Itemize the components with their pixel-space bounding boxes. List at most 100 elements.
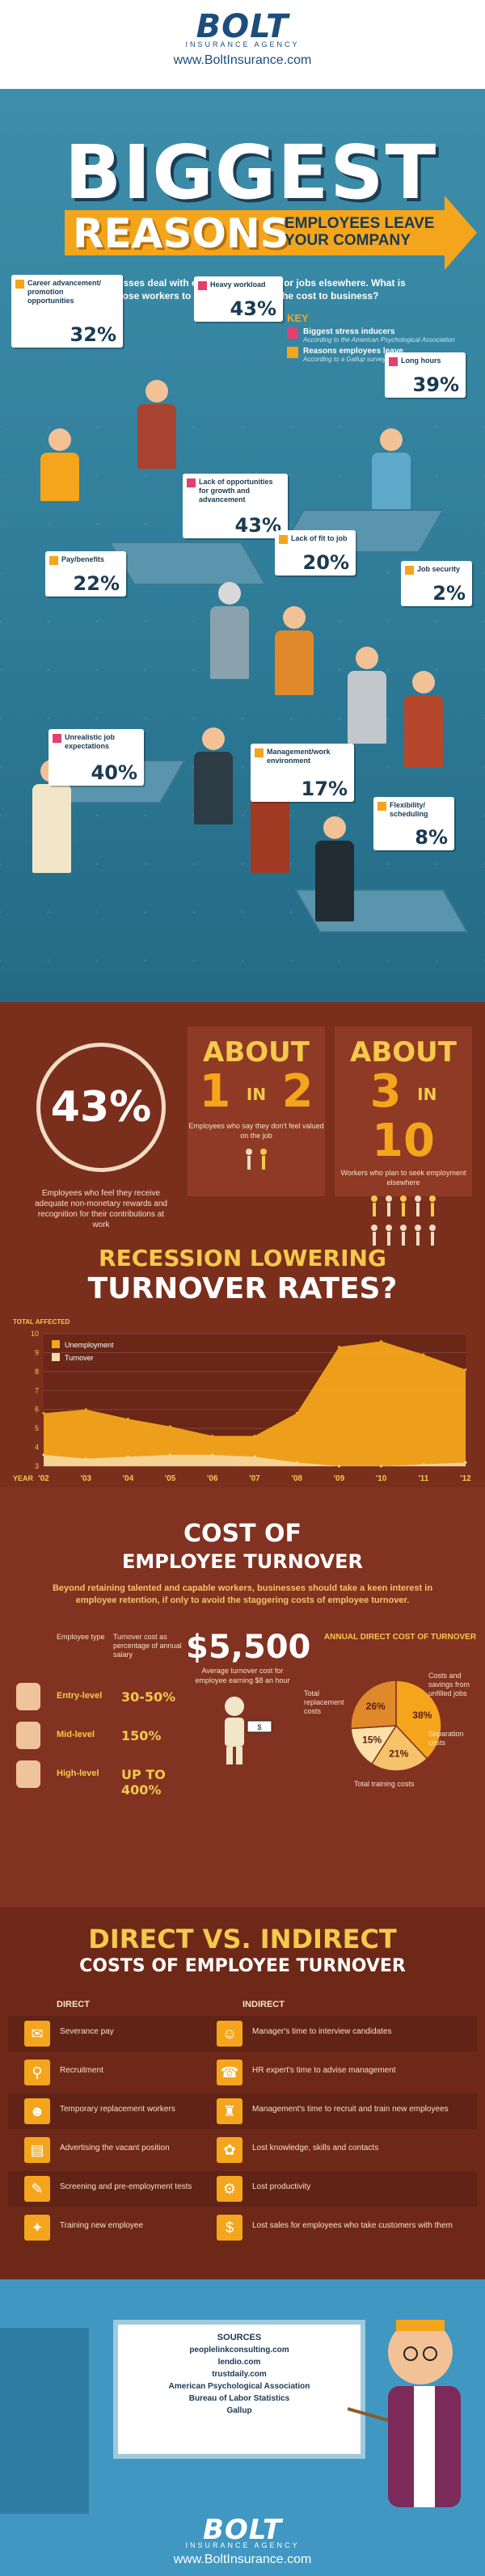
person-body [315,841,354,921]
data-point [337,1465,340,1468]
x-tick-label: '08 [291,1474,302,1483]
reason-marker-icon [255,748,264,757]
desk [108,542,267,585]
data-point [211,1435,214,1438]
key-item-label: Reasons employees leave [303,347,403,356]
source-item: American Psychological Association [168,2382,310,2391]
source-item[interactable]: peoplelinkconsulting.com [189,2346,289,2355]
people-icons [188,1148,325,1170]
key-item-source: According to a Gallup survey [303,356,386,363]
reason-marker-icon [15,280,24,289]
card-label: Management/work environment [267,748,331,765]
pie-label: Total training costs [354,1780,415,1788]
key-item: Biggest stress inducers According to the… [287,327,481,344]
avg-cost: $5,500 Average turnover cost for employe… [186,1629,311,1770]
indirect-item-label: Lost productivity [252,2182,311,2191]
person-icon [370,1195,378,1216]
website-link[interactable]: www.BoltInsurance.com [173,2553,312,2566]
card-label: Job security [417,565,461,573]
x-tick-label: '09 [334,1474,345,1483]
x-tick-label: '06 [207,1474,218,1483]
bolt-logo[interactable]: BOLT [202,2514,283,2546]
x-axis-label: YEAR [13,1474,34,1482]
stress-marker-icon [389,357,398,366]
data-point [84,1408,87,1411]
ratio-value: 1 IN 2 [188,1069,325,1118]
footer: BOLT INSURANCE AGENCY www.BoltInsurance.… [0,2514,485,2567]
series-area-unemployment [44,1341,466,1466]
legend-label: Unemployment [65,1341,114,1349]
col-header-type: Employee type [57,1633,105,1641]
row-band [8,2171,477,2207]
direct-item: ☻ Temporary replacement workers [24,2095,218,2127]
direct-item-label: Recruitment [60,2066,103,2075]
pie-slice-label: 26% [366,1701,386,1712]
person-icon [385,1224,393,1246]
ratio-b: 10 [372,1114,435,1167]
about-word: ABOUT [203,1036,310,1069]
people-icons [335,1195,472,1216]
row-level: High-level [57,1769,99,1778]
person-head [202,727,225,750]
header: BOLT INSURANCE AGENCY www.BoltInsurance.… [0,0,485,89]
direct-item: ✎ Screening and pre-employment tests [24,2173,218,2205]
row-value: UP TO 400% [121,1767,166,1798]
presenter-illustration [348,2320,461,2507]
pie-slice [370,1724,428,1772]
avg-cost-value: $5,500 [186,1629,311,1666]
card-label: Unrealistic job expectations [65,733,116,750]
x-tick-label: '11 [418,1474,428,1483]
person-icon [399,1195,407,1216]
person-head [380,428,403,451]
avg-cost-desc: Average turnover cost for employee earni… [195,1667,290,1684]
data-point [464,1461,467,1464]
source-item[interactable]: trustdaily.com [212,2370,267,2379]
stat-card: Heavy workload 43% [194,276,283,322]
direct-item-label: Severance pay [60,2027,114,2036]
about-desc: Workers who plan to seek employment else… [340,1168,466,1187]
person-icon [259,1148,268,1170]
pie-slice-label: 38% [412,1710,432,1721]
x-tick-label: '03 [80,1474,91,1483]
card-label: Heavy workload [210,280,266,289]
indirect-item-label: Management's time to recruit and train n… [252,2105,449,2114]
direct-item-label: Advertising the vacant position [60,2144,170,2152]
stat-card: Job security 2% [401,561,472,606]
website-link[interactable]: www.BoltInsurance.com [173,53,312,67]
stress-marker-icon [198,281,207,290]
bolt-logo[interactable]: BOLT [196,8,289,45]
sources-board: SOURCES peoplelinkconsulting.com lendio.… [113,2320,365,2459]
ratio-in: IN [246,1084,267,1104]
person-body [404,695,443,768]
hero-subtitle: REASONS [73,210,289,257]
row-band [8,2093,477,2129]
person-head [146,380,168,403]
person-body [210,606,249,679]
person-head [412,671,435,694]
direct-vs-indirect-section: DIRECT VS. INDIRECT COSTS OF EMPLOYEE TU… [0,1908,485,2279]
money-person-icon: $ [225,1697,272,1764]
ratio-b: 2 [281,1065,314,1118]
data-point [253,1435,256,1438]
pie-slice-label: 15% [362,1735,382,1746]
hero-title: BIGGEST [65,129,438,216]
dvi-title-line1: DIRECT VS. INDIRECT [88,1924,397,1954]
direct-header: DIRECT [57,2000,90,2009]
pie-slice [395,1680,442,1760]
source-item[interactable]: lendio.com [217,2358,261,2367]
person-icon [428,1224,436,1246]
person-icon [399,1224,407,1246]
key-item-label: Biggest stress inducers [303,327,395,336]
indirect-item: ♜ Management's time to recruit and train … [217,2095,475,2127]
indirect-item-label: Manager's time to interview candidates [252,2027,392,2036]
about-3-in-10: ABOUT 3 IN 10 Workers who plan to seek e… [335,1027,472,1246]
legend-key: KEY Biggest stress inducers According to… [287,312,481,363]
stat-card: Career advancement/ promotion opportunit… [11,275,123,348]
data-point [126,1417,129,1420]
data-point [42,1411,45,1414]
legend-label: Turnover [65,1354,94,1362]
tagline-line2: YOUR COMPANY [285,232,411,249]
pie-label: Costs and savings from unfilled jobs [428,1672,470,1697]
key-item-source: According to the American Psychological … [303,336,455,344]
hero-tagline: EMPLOYEES LEAVE YOUR COMPANY [285,215,434,249]
